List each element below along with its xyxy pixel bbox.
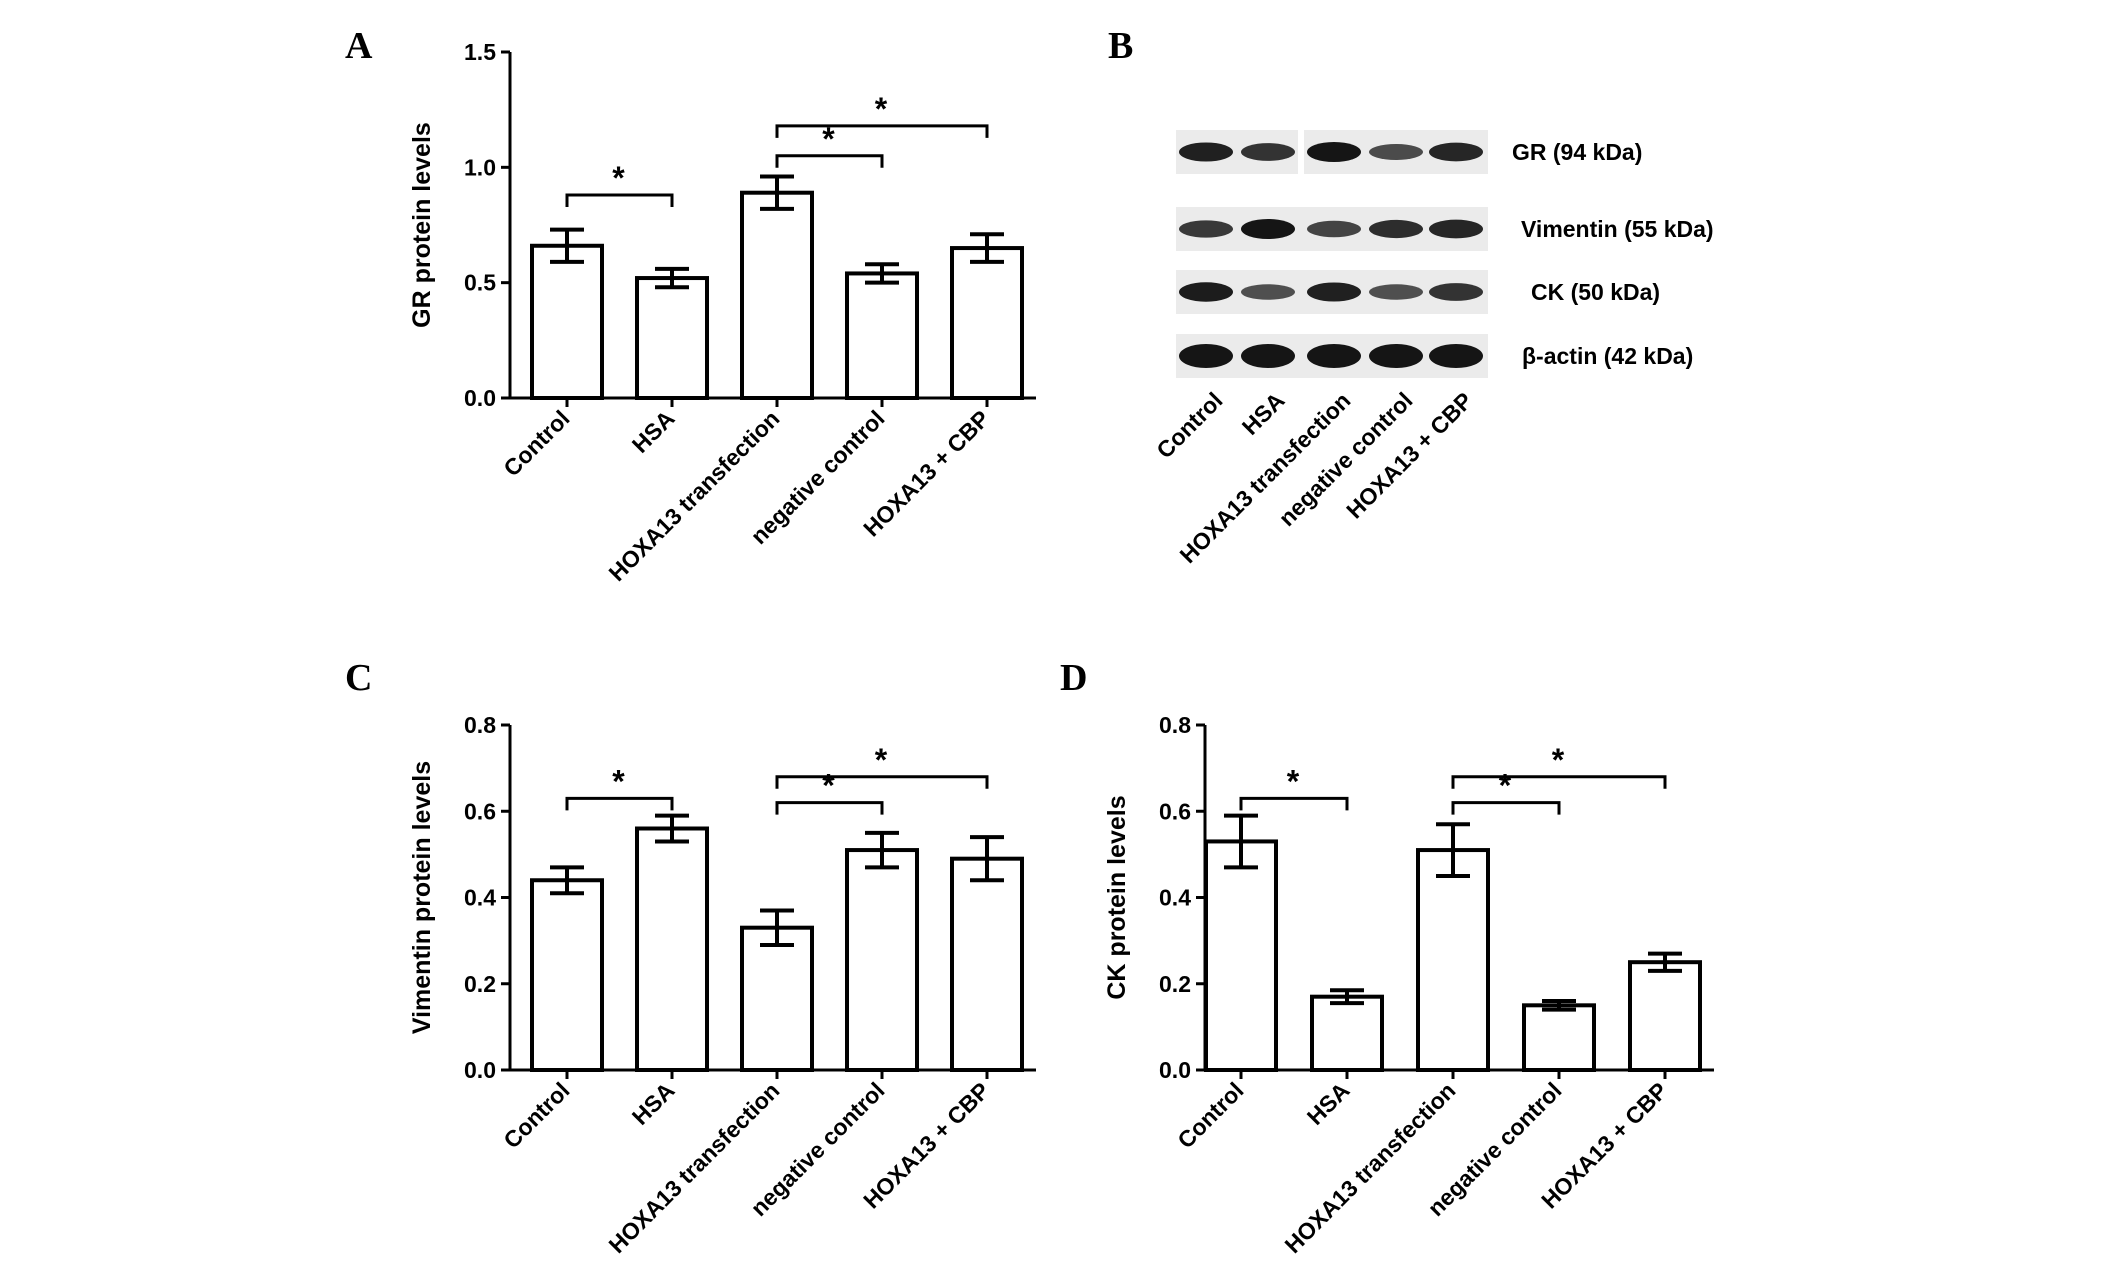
significance-bracket bbox=[1451, 801, 1561, 815]
significance-bracket bbox=[775, 124, 989, 138]
significance-mark: * bbox=[822, 121, 835, 157]
bar-4 bbox=[950, 246, 1024, 400]
y-tick-label: 1.5 bbox=[464, 39, 496, 65]
bar-2 bbox=[740, 190, 814, 400]
y-tick-label: 0.8 bbox=[464, 712, 496, 738]
bar-1 bbox=[635, 276, 709, 401]
blot-band bbox=[1369, 344, 1423, 368]
bar-3 bbox=[1522, 1003, 1596, 1072]
significance-mark: * bbox=[875, 742, 888, 778]
y-tick-label: 0.2 bbox=[1159, 971, 1191, 997]
bar-3 bbox=[845, 848, 919, 1072]
lane-label: HSA bbox=[1237, 387, 1290, 440]
blot-label: Vimentin (55 kDa) bbox=[1521, 216, 1714, 242]
y-tick-label: 0.0 bbox=[464, 1057, 496, 1083]
y-tick-label: 0.0 bbox=[1159, 1057, 1191, 1083]
blot-band bbox=[1241, 219, 1295, 239]
y-tick-label: 0.2 bbox=[464, 971, 496, 997]
blot-strip-gap bbox=[1298, 130, 1304, 174]
blot-label: GR (94 kDa) bbox=[1512, 139, 1642, 165]
x-tick-label: HSA bbox=[627, 1077, 680, 1130]
x-tick-label: HOXA13 transfection bbox=[603, 1077, 784, 1258]
blot-band bbox=[1241, 284, 1295, 300]
significance-bracket bbox=[1239, 796, 1349, 811]
blot-label: CK (50 kDa) bbox=[1531, 279, 1660, 305]
chart-gr-protein-levels: 0.0 0.5 1.0 1.5 GR protein levels Control HSAH… bbox=[408, 39, 1036, 586]
bar-0 bbox=[1204, 839, 1278, 1072]
panel-label-c: C bbox=[345, 657, 372, 699]
significance-mark: * bbox=[612, 160, 625, 196]
x-tick-label: HSA bbox=[1302, 1077, 1355, 1130]
blot-band bbox=[1369, 284, 1423, 300]
significance-bracket bbox=[1451, 775, 1667, 789]
significance-bracket bbox=[565, 193, 674, 208]
y-axis-title: Vimentin protein levels bbox=[408, 761, 436, 1034]
bar-0 bbox=[530, 243, 604, 400]
blot-band bbox=[1307, 282, 1361, 302]
significance-mark: * bbox=[612, 763, 625, 799]
significance-bracket bbox=[565, 796, 674, 811]
blot-band bbox=[1429, 142, 1483, 162]
bar-2 bbox=[740, 925, 814, 1072]
blot-band bbox=[1369, 219, 1423, 239]
blot-band bbox=[1369, 144, 1423, 160]
bar-4 bbox=[1628, 960, 1702, 1072]
significance-mark: * bbox=[1552, 742, 1565, 778]
y-axis-title: CK protein levels bbox=[1103, 795, 1131, 999]
panel-label-a: A bbox=[345, 25, 373, 67]
blot-band bbox=[1307, 344, 1361, 368]
y-tick-label: 0.4 bbox=[1159, 885, 1191, 911]
significance-mark: * bbox=[875, 91, 888, 127]
x-tick-label: HOXA13 transfection bbox=[603, 405, 784, 586]
x-tick-label: Control bbox=[498, 1077, 574, 1153]
blot-band bbox=[1179, 282, 1233, 302]
significance-bracket bbox=[775, 775, 989, 789]
y-tick-label: 0.6 bbox=[464, 798, 496, 824]
y-tick-label: 0.5 bbox=[464, 270, 496, 296]
blot-band bbox=[1307, 220, 1361, 238]
blot-band bbox=[1179, 220, 1233, 238]
significance-mark: * bbox=[1287, 763, 1300, 799]
x-tick-label: Control bbox=[1172, 1077, 1248, 1153]
blot-label: β-actin (42 kDa) bbox=[1522, 343, 1693, 369]
panel-label-d: D bbox=[1060, 657, 1087, 699]
y-tick-label: 0.6 bbox=[1159, 798, 1191, 824]
bar-2 bbox=[1416, 848, 1490, 1072]
x-tick-label: HOXA13 transfection bbox=[1279, 1077, 1460, 1258]
blot-band bbox=[1241, 344, 1295, 368]
bar-3 bbox=[845, 271, 919, 400]
significance-mark: * bbox=[1499, 768, 1512, 804]
bar-4 bbox=[950, 856, 1024, 1072]
blot-band bbox=[1241, 143, 1295, 161]
blot-band bbox=[1179, 344, 1233, 368]
bar-0 bbox=[530, 878, 604, 1072]
lane-label: Control bbox=[1151, 387, 1227, 463]
bar-1 bbox=[1310, 994, 1384, 1072]
bar-1 bbox=[635, 826, 709, 1072]
significance-mark: * bbox=[822, 768, 835, 804]
x-tick-label: HSA bbox=[627, 405, 680, 458]
y-tick-label: 0.8 bbox=[1159, 712, 1191, 738]
chart-vimentin-protein-levels: 0.0 0.2 0.4 0.6 0.8 Vimentin protein levels Co… bbox=[408, 712, 1036, 1258]
panel-label-b: B bbox=[1108, 25, 1133, 67]
x-tick-label: Control bbox=[498, 405, 574, 481]
blot-band bbox=[1307, 142, 1361, 162]
significance-bracket bbox=[775, 801, 884, 815]
y-tick-label: 0.0 bbox=[464, 385, 496, 411]
chart-ck-protein-levels: 0.0 0.2 0.4 0.6 0.8 CK protein levels Control H… bbox=[1103, 712, 1714, 1258]
significance-bracket bbox=[775, 154, 884, 168]
western-blot-panel: GR (94 kDa) Vimentin (55 kDa) CK (50 kDa) β… bbox=[1151, 130, 1714, 568]
blot-band bbox=[1429, 219, 1483, 239]
blot-band bbox=[1179, 142, 1233, 162]
y-axis-title: GR protein levels bbox=[408, 122, 436, 328]
y-tick-label: 1.0 bbox=[464, 154, 496, 180]
y-tick-label: 0.4 bbox=[464, 885, 496, 911]
blot-band bbox=[1429, 344, 1483, 368]
blot-band bbox=[1429, 283, 1483, 301]
